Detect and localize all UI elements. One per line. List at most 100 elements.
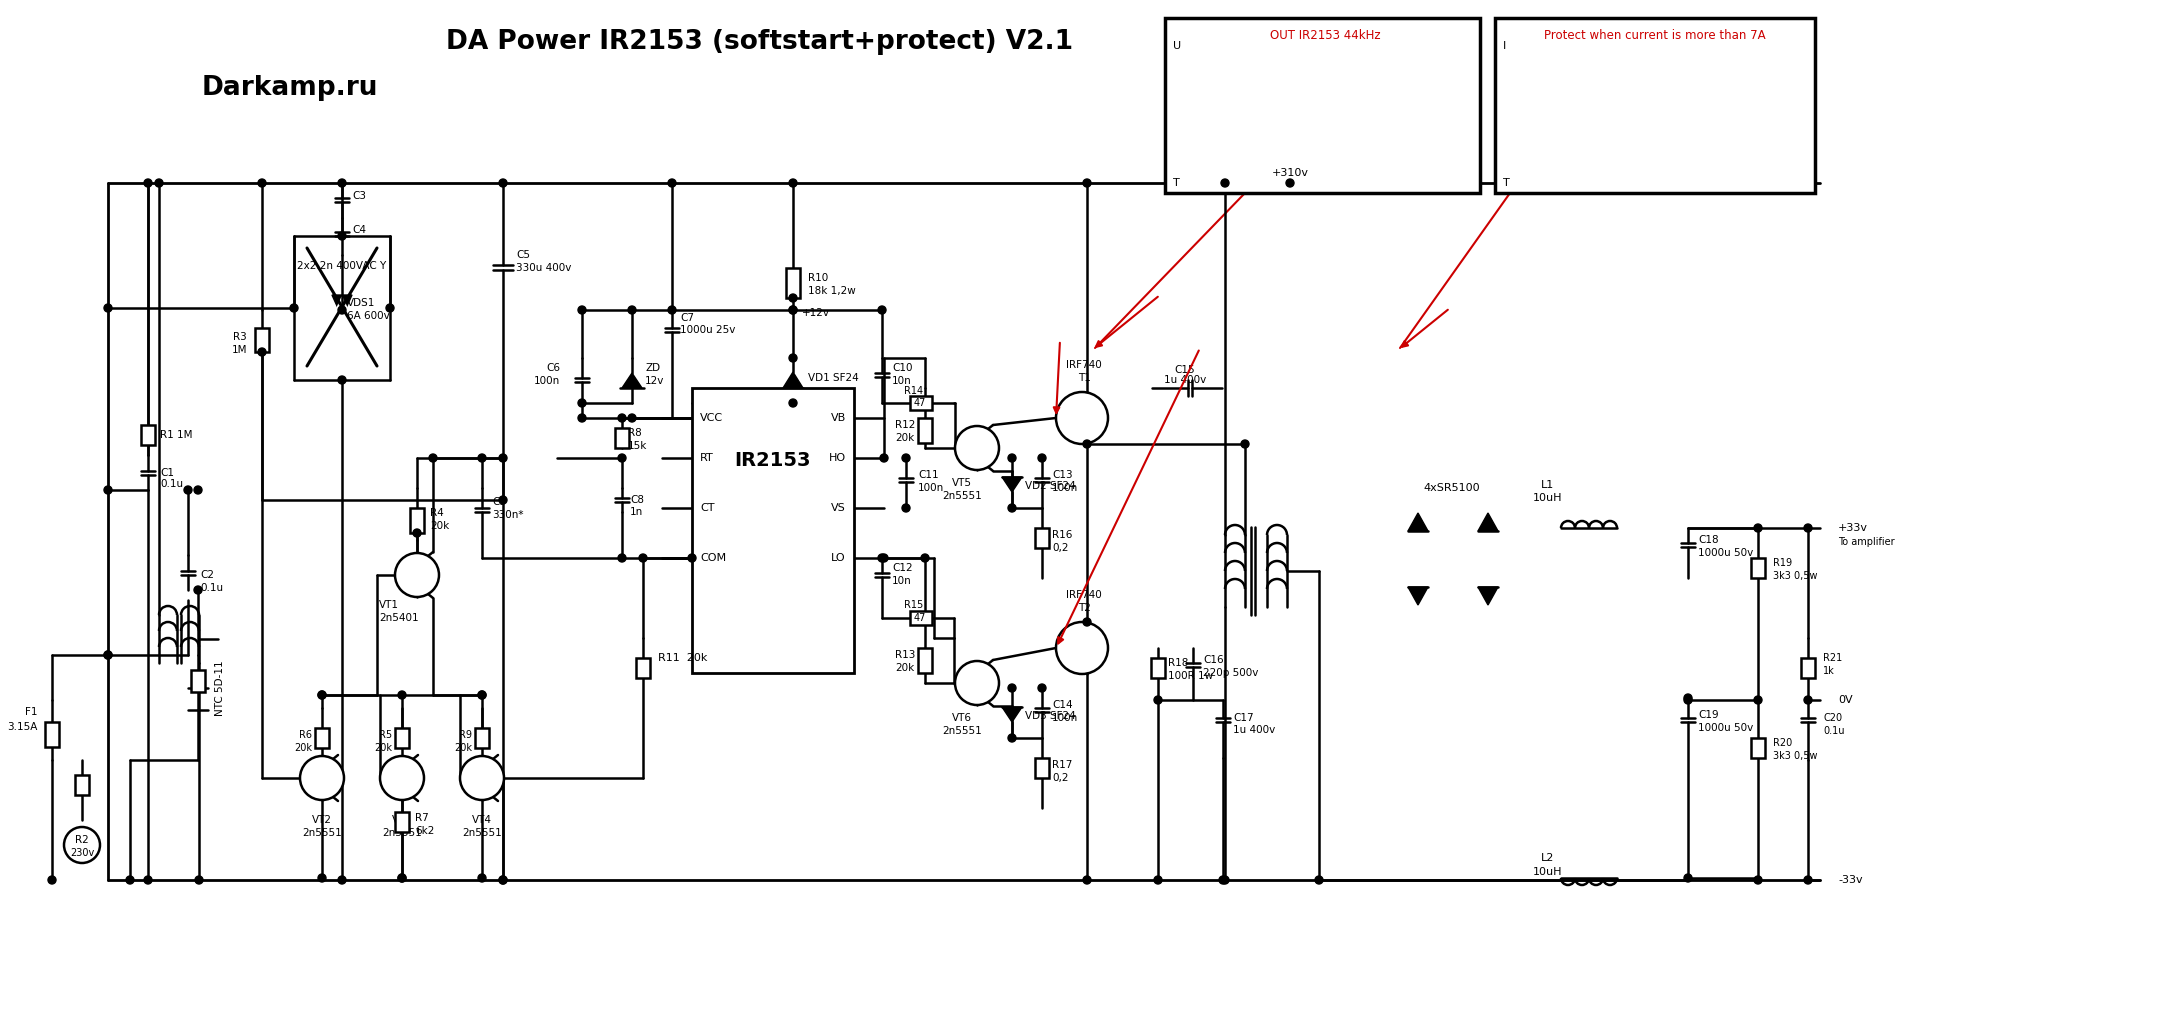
Circle shape	[1057, 622, 1107, 674]
Circle shape	[1754, 876, 1763, 884]
Circle shape	[619, 554, 625, 562]
Circle shape	[878, 306, 887, 314]
Text: VB: VB	[830, 413, 845, 423]
Text: VT2: VT2	[312, 815, 331, 825]
Text: C17: C17	[1233, 713, 1253, 723]
Circle shape	[290, 304, 299, 312]
Text: R5: R5	[379, 730, 392, 740]
Text: 100n: 100n	[917, 483, 944, 493]
Circle shape	[183, 486, 192, 494]
Circle shape	[1083, 618, 1092, 626]
Text: R15: R15	[904, 600, 924, 610]
Text: C3: C3	[353, 191, 366, 201]
Polygon shape	[1002, 477, 1022, 492]
Text: +12v: +12v	[802, 308, 830, 318]
Bar	[1151, 658, 1166, 678]
Polygon shape	[331, 294, 353, 317]
Text: T: T	[1172, 178, 1179, 187]
Circle shape	[499, 454, 508, 462]
Bar	[911, 396, 933, 410]
Text: 12v: 12v	[645, 376, 665, 386]
Circle shape	[105, 486, 111, 494]
Circle shape	[394, 553, 438, 597]
Circle shape	[318, 691, 327, 699]
Text: I: I	[1504, 41, 1506, 51]
Circle shape	[1754, 524, 1763, 532]
Circle shape	[48, 876, 57, 884]
Circle shape	[499, 496, 508, 504]
Circle shape	[1242, 440, 1249, 448]
Circle shape	[1037, 454, 1046, 462]
Circle shape	[1057, 392, 1107, 444]
Text: 0,2: 0,2	[1052, 543, 1068, 553]
Text: CT: CT	[699, 503, 715, 513]
Text: Darkamp.ru: Darkamp.ru	[203, 75, 379, 101]
Bar	[917, 418, 933, 443]
Circle shape	[144, 179, 153, 187]
Text: R11  20k: R11 20k	[658, 653, 708, 663]
Text: R14: R14	[904, 386, 924, 396]
Circle shape	[1155, 876, 1161, 884]
Circle shape	[399, 874, 405, 882]
Circle shape	[318, 874, 327, 882]
Text: 18k 1,2w: 18k 1,2w	[808, 286, 856, 296]
Text: 2x2.2n 400VAC Y: 2x2.2n 400VAC Y	[296, 261, 386, 271]
Text: 0.1u: 0.1u	[159, 479, 183, 489]
Text: IR2153: IR2153	[734, 450, 811, 470]
Circle shape	[638, 554, 647, 562]
Text: RT: RT	[699, 453, 715, 463]
Text: R17: R17	[1052, 760, 1072, 770]
Text: R20: R20	[1774, 738, 1793, 748]
Text: VT3: VT3	[392, 815, 412, 825]
Text: COM: COM	[699, 553, 726, 564]
Circle shape	[460, 756, 503, 800]
Text: Protect when current is more than 7A: Protect when current is more than 7A	[1545, 29, 1765, 42]
Polygon shape	[1477, 587, 1497, 605]
Circle shape	[789, 306, 798, 314]
Circle shape	[499, 179, 508, 187]
Text: R1 1M: R1 1M	[159, 430, 192, 440]
Circle shape	[338, 876, 346, 884]
Text: R21: R21	[1824, 653, 1841, 663]
Circle shape	[144, 876, 153, 884]
Polygon shape	[1477, 513, 1497, 531]
Text: HO: HO	[828, 453, 845, 463]
Text: 20k: 20k	[429, 521, 449, 531]
Text: 330n*: 330n*	[492, 510, 523, 520]
Text: R19: R19	[1774, 558, 1791, 568]
Text: 220p 500v: 220p 500v	[1203, 668, 1259, 678]
Text: VS: VS	[830, 503, 845, 513]
Polygon shape	[621, 373, 643, 388]
Circle shape	[194, 876, 203, 884]
Bar	[475, 728, 488, 748]
Text: C8: C8	[630, 495, 645, 505]
Text: C4: C4	[353, 225, 366, 235]
Circle shape	[1083, 440, 1092, 448]
Circle shape	[628, 414, 636, 422]
Text: VD1 SF24: VD1 SF24	[808, 373, 859, 383]
Text: 4xSR5100: 4xSR5100	[1423, 483, 1480, 493]
Text: R7: R7	[414, 813, 429, 823]
Text: R12: R12	[896, 420, 915, 430]
Polygon shape	[331, 297, 353, 319]
Text: +310v: +310v	[1273, 168, 1310, 178]
Text: 20k: 20k	[896, 663, 915, 673]
Circle shape	[194, 586, 203, 594]
Bar	[142, 425, 155, 445]
Text: IRF740: IRF740	[1066, 360, 1103, 370]
Polygon shape	[782, 372, 804, 388]
Bar	[192, 671, 205, 692]
Text: NTC 5D-11: NTC 5D-11	[216, 660, 224, 715]
Circle shape	[499, 876, 508, 884]
Bar	[74, 775, 89, 795]
Circle shape	[1684, 874, 1693, 882]
Text: 1k: 1k	[1824, 666, 1835, 676]
Bar	[46, 722, 59, 747]
Text: 1u 400v: 1u 400v	[1164, 375, 1207, 385]
Text: 1000u 50v: 1000u 50v	[1697, 723, 1754, 733]
Text: 20k: 20k	[375, 743, 392, 753]
Text: 10n: 10n	[891, 576, 911, 586]
Circle shape	[477, 691, 486, 699]
Circle shape	[628, 306, 636, 314]
Text: 1000u 50v: 1000u 50v	[1697, 548, 1754, 558]
